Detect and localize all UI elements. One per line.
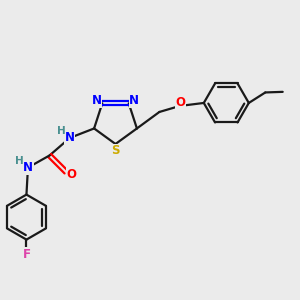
Text: F: F bbox=[22, 248, 31, 260]
Text: S: S bbox=[111, 144, 120, 157]
Text: N: N bbox=[129, 94, 139, 107]
Text: O: O bbox=[67, 168, 76, 181]
Text: N: N bbox=[23, 161, 33, 174]
Text: H: H bbox=[57, 126, 66, 136]
Text: O: O bbox=[176, 97, 186, 110]
Text: N: N bbox=[65, 131, 75, 144]
Text: N: N bbox=[92, 94, 102, 107]
Text: H: H bbox=[15, 156, 24, 166]
